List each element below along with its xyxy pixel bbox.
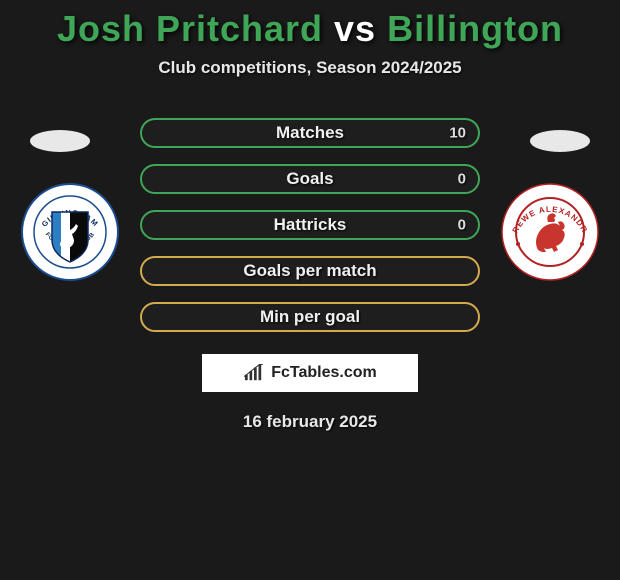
page-title: Josh Pritchard vs Billington: [0, 0, 620, 50]
stat-right-value: 0: [458, 217, 466, 234]
stat-row-goals: Goals 0: [140, 164, 480, 194]
player2-avatar: [530, 130, 590, 152]
stats-table: Matches 10 Goals 0 Hattricks 0 Goals per…: [140, 118, 480, 332]
stat-right-value: 0: [458, 171, 466, 188]
player1-avatar: [30, 130, 90, 152]
stat-right-value: 10: [449, 125, 466, 142]
stat-label: Min per goal: [260, 307, 360, 327]
stat-label: Goals per match: [243, 261, 376, 281]
stat-label: Matches: [276, 123, 344, 143]
fctables-text: FcTables.com: [271, 364, 377, 382]
subtitle: Club competitions, Season 2024/2025: [0, 58, 620, 78]
fctables-badge[interactable]: FcTables.com: [202, 354, 418, 392]
stat-row-matches: Matches 10: [140, 118, 480, 148]
stat-row-goals-per-match: Goals per match: [140, 256, 480, 286]
club-crest-left: GILLINGHAM FOOTBALL CLUB: [20, 182, 120, 282]
stat-label: Goals: [286, 169, 333, 189]
vs-text: vs: [334, 8, 376, 49]
player2-name: Billington: [387, 8, 563, 49]
date-stamp: 16 february 2025: [0, 412, 620, 432]
club-crest-right: CREWE ALEXANDRA: [500, 182, 600, 282]
stat-row-min-per-goal: Min per goal: [140, 302, 480, 332]
player1-name: Josh Pritchard: [57, 8, 323, 49]
stat-label: Hattricks: [274, 215, 347, 235]
stat-row-hattricks: Hattricks 0: [140, 210, 480, 240]
bar-chart-icon: [243, 364, 265, 382]
